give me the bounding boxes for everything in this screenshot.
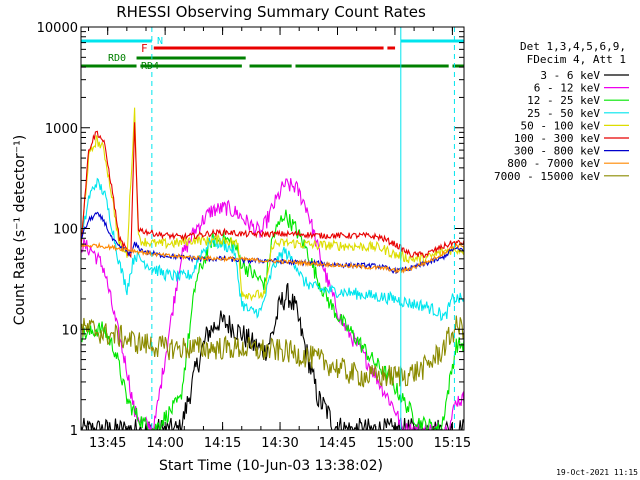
y-tick-label-3: 1000 bbox=[45, 122, 78, 137]
x-tick-label-5: 15:00 bbox=[376, 436, 413, 451]
legend-label-3: 25 - 50 keV bbox=[527, 107, 600, 120]
legend-header-0: Det 1,3,4,5,6,9, bbox=[520, 40, 626, 53]
flag-label-flare: F bbox=[141, 42, 148, 55]
series-line-0 bbox=[81, 282, 464, 430]
y-tick-label-1: 10 bbox=[61, 323, 78, 338]
timestamp: 19-Oct-2021 11:15 bbox=[556, 468, 638, 477]
x-tick-label-2: 14:15 bbox=[204, 436, 241, 451]
legend: Det 1,3,4,5,6,9,FDecim 4, Att 1 3 - 6 keV… bbox=[494, 40, 629, 183]
flag-label-night: N bbox=[157, 36, 163, 47]
chart-title: RHESSI Observing Summary Count Rates bbox=[116, 3, 426, 21]
flag-label-rd4: RD4 bbox=[141, 61, 159, 72]
x-axis-label: Start Time (10-Jun-03 13:38:02) bbox=[159, 458, 383, 474]
legend-label-5: 100 - 300 keV bbox=[514, 132, 600, 145]
x-tick-label-1: 14:00 bbox=[146, 436, 183, 451]
legend-label-4: 50 - 100 keV bbox=[521, 119, 601, 132]
legend-label-8: 7000 - 15000 keV bbox=[494, 170, 600, 183]
legend-label-1: 6 - 12 keV bbox=[534, 82, 601, 95]
x-tick-label-4: 14:45 bbox=[319, 436, 356, 451]
series-line-3 bbox=[81, 177, 464, 322]
axes-layer: 1 10 100 1000 10000 13:45 14:00 14:15 14:30 14:45… bbox=[37, 21, 471, 451]
y-tick-label-0: 1 bbox=[70, 424, 78, 439]
x-tick-label-6: 15:15 bbox=[434, 436, 471, 451]
series-line-7 bbox=[81, 241, 464, 274]
x-tick-label-3: 14:30 bbox=[261, 436, 298, 451]
y-tick-label-2: 100 bbox=[53, 223, 78, 238]
legend-label-2: 12 - 25 keV bbox=[527, 94, 600, 107]
series-line-2 bbox=[81, 209, 464, 430]
legend-header-1: FDecim 4, Att 1 bbox=[527, 53, 626, 66]
flag-label-rd0: RD0 bbox=[108, 53, 126, 64]
series-line-8 bbox=[81, 315, 464, 388]
series-line-4 bbox=[81, 107, 464, 302]
flags-layer bbox=[81, 39, 464, 68]
series-line-1 bbox=[81, 178, 464, 430]
legend-label-6: 300 - 800 keV bbox=[514, 145, 600, 158]
y-axis-label: Count Rate (s⁻¹ detector⁻¹) bbox=[12, 135, 28, 325]
legend-label-7: 800 - 7000 keV bbox=[507, 157, 600, 170]
series-line-6 bbox=[81, 211, 464, 274]
series-line-5 bbox=[81, 122, 464, 259]
x-tick-label-0: 13:45 bbox=[89, 436, 126, 451]
series-layer bbox=[81, 107, 464, 430]
y-tick-label-4: 10000 bbox=[37, 21, 78, 36]
legend-label-0: 3 - 6 keV bbox=[540, 69, 600, 82]
